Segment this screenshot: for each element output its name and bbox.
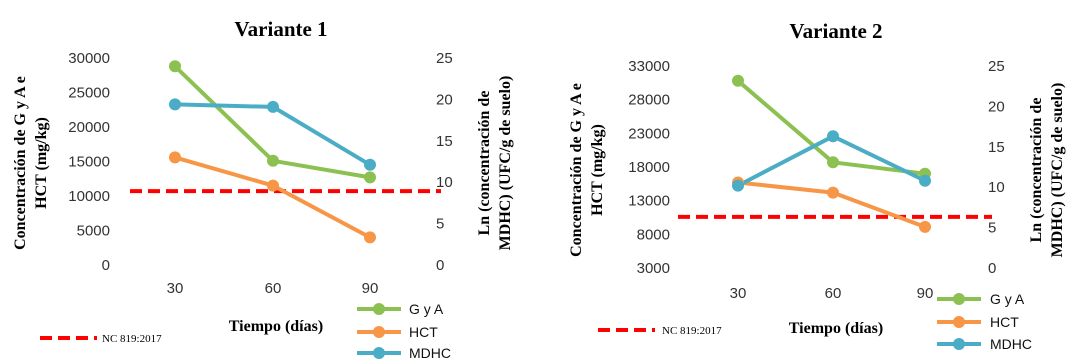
y2-tick-label: 5 — [988, 220, 996, 237]
y-tick-label: 33000 — [628, 58, 670, 75]
y2-tick-label: 25 — [988, 58, 1005, 75]
y-tick-label: 13000 — [628, 193, 670, 210]
y-tick-label: 28000 — [628, 92, 670, 109]
x-tick-label: 90 — [917, 285, 934, 302]
data-point-hct — [827, 186, 839, 199]
reference-legend: NC 819:2017 — [598, 325, 722, 337]
x-tick-label: 30 — [730, 285, 747, 302]
x-axis-label: Tiempo (días) — [229, 318, 323, 335]
y-tick-label: 3000 — [637, 260, 670, 277]
x-tick-label: 90 — [362, 280, 379, 297]
y-tick-label: 8000 — [637, 226, 670, 243]
y2-ticks: 0 5 10 15 20 25 — [988, 58, 1005, 277]
y-ticks: 3000 8000 13000 18000 23000 28000 33000 — [628, 58, 670, 277]
chart-title: Variante 1 — [234, 17, 327, 41]
reference-legend-label: NC 819:2017 — [102, 333, 162, 345]
x-tick-label: 30 — [167, 280, 184, 297]
y-ticks: 0 5000 10000 15000 20000 25000 30000 — [68, 50, 110, 274]
data-point-hct — [169, 151, 181, 164]
legend-label: HCT — [990, 314, 1019, 330]
y-tick-label: 18000 — [628, 159, 670, 176]
legend-item-mdhc: MDHC — [937, 336, 1032, 352]
data-point-mdhc — [827, 130, 839, 143]
y-axis-label-line1: Concentración de G y A e — [568, 83, 585, 257]
y-axis-label-line1: Concentración de G y A e — [12, 76, 29, 250]
series-lines — [736, 79, 926, 229]
legend-marker — [953, 293, 965, 305]
y2-ticks: 0 5 10 15 20 25 — [436, 50, 453, 274]
y2-axis-label-line1: Ln (concentración de — [1028, 98, 1045, 243]
chart-variante-1: Variante 1 Concentración de G y A e HCT … — [12, 17, 514, 360]
reference-legend-label: NC 819:2017 — [662, 325, 722, 337]
data-point-g-y-a — [364, 171, 376, 184]
legend-marker — [373, 303, 385, 315]
legend-label: HCT — [409, 324, 438, 340]
y-tick-label: 25000 — [68, 85, 110, 102]
data-point-hct — [267, 179, 279, 192]
legend-marker — [953, 338, 965, 350]
y2-axis-label-line2: MDHC) (UFC/g de suelo) — [1049, 83, 1066, 258]
y2-tick-label: 15 — [436, 133, 453, 150]
legend-marker — [373, 326, 385, 338]
y2-tick-label: 10 — [436, 174, 453, 191]
y-axis-label-line2: HCT (mg/kg) — [589, 124, 606, 216]
legend-label: G y A — [409, 301, 444, 317]
data-point-g-y-a — [732, 74, 744, 87]
series-lines — [173, 64, 372, 240]
legend: G y A HCT MDHC — [937, 291, 1032, 352]
legend-item-gya: G y A — [357, 301, 444, 317]
series-markers — [169, 60, 376, 244]
data-point-mdhc — [267, 100, 279, 113]
y2-tick-label: 25 — [436, 50, 453, 67]
y2-tick-label: 0 — [988, 260, 996, 277]
legend-label: MDHC — [990, 336, 1032, 352]
data-point-g-y-a — [827, 156, 839, 169]
data-point-mdhc — [732, 179, 744, 192]
y2-axis-label-line1: Ln (concentración de — [476, 91, 493, 236]
y2-tick-label: 20 — [436, 91, 453, 108]
x-ticks: 30 60 90 — [730, 285, 934, 302]
legend: G y A HCT MDHC — [357, 301, 451, 360]
reference-legend: NC 819:2017 — [40, 333, 162, 345]
y-tick-label: 5000 — [77, 223, 110, 240]
x-tick-label: 60 — [825, 285, 842, 302]
data-point-hct — [364, 231, 376, 244]
y2-tick-label: 20 — [988, 98, 1005, 115]
legend-label: G y A — [990, 291, 1025, 307]
data-point-mdhc — [919, 174, 931, 187]
y-tick-label: 0 — [102, 257, 110, 274]
data-point-g-y-a — [267, 154, 279, 167]
y2-tick-label: 15 — [988, 139, 1005, 156]
y2-axis-label-line2: MDHC) (UFC/g de suelo) — [497, 76, 514, 251]
series-markers — [732, 74, 931, 233]
chart-variante-2: Variante 2 Concentración de G y A e HCT … — [568, 19, 1066, 352]
legend-label: MDHC — [409, 345, 451, 360]
series-line-hct — [174, 155, 371, 240]
y-axis-label-line2: HCT (mg/kg) — [33, 117, 50, 209]
x-axis-label: Tiempo (días) — [789, 320, 883, 337]
y-tick-label: 30000 — [68, 50, 110, 67]
legend-item-hct: HCT — [357, 324, 438, 340]
legend-item-hct: HCT — [937, 314, 1019, 330]
x-tick-label: 60 — [265, 280, 282, 297]
y-tick-label: 23000 — [628, 125, 670, 142]
y-tick-label: 10000 — [68, 188, 110, 205]
data-point-hct — [919, 220, 931, 233]
y2-tick-label: 5 — [436, 216, 444, 233]
x-ticks: 30 60 90 — [167, 280, 379, 297]
data-point-g-y-a — [169, 60, 181, 73]
y2-tick-label: 10 — [988, 179, 1005, 196]
legend-marker — [953, 316, 965, 328]
y2-tick-label: 0 — [436, 257, 444, 274]
data-point-mdhc — [169, 98, 181, 111]
legend-item-gya: G y A — [937, 291, 1025, 307]
data-point-mdhc — [364, 158, 376, 171]
y-tick-label: 20000 — [68, 119, 110, 136]
y-tick-label: 15000 — [68, 154, 110, 171]
legend-item-mdhc: MDHC — [357, 345, 451, 360]
legend-marker — [373, 347, 385, 359]
chart-title: Variante 2 — [789, 19, 882, 43]
